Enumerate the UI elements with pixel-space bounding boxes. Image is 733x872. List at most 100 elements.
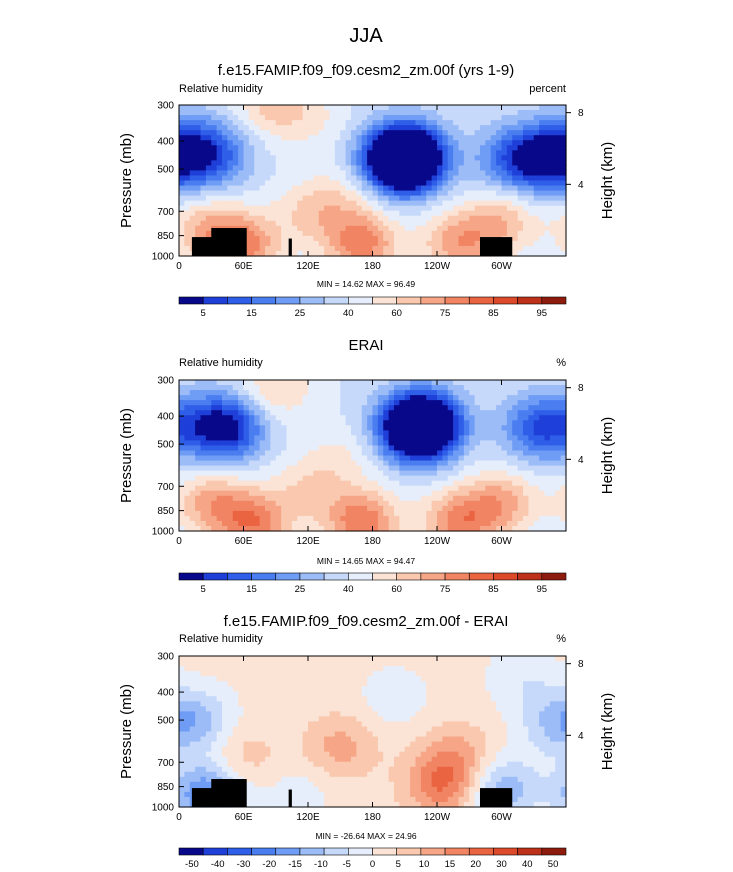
page-title: JJA (349, 25, 383, 47)
colorbar-label: 40 (343, 308, 354, 319)
colorbar-swatch (348, 572, 373, 581)
height-tick-label: 4 (578, 455, 584, 466)
unit-label: % (556, 357, 566, 369)
colorbar-label: 95 (537, 308, 548, 319)
colorbar-label: 10 (419, 859, 430, 870)
terrain-mask (288, 238, 292, 256)
terrain-mask (211, 228, 247, 256)
panel-title: ERAI (348, 337, 383, 354)
colorbar-swatch (493, 572, 518, 581)
height-tick-label: 4 (578, 180, 584, 191)
colorbar-swatch (299, 572, 325, 581)
colorbar-label: -50 (185, 859, 199, 870)
y-tick-label: 700 (157, 207, 174, 218)
y-tick-label: 300 (157, 376, 174, 387)
terrain-mask (288, 789, 292, 807)
y-tick-label: 300 (157, 652, 174, 663)
y-axis-title-right: Height (km) (599, 142, 616, 220)
colorbar-swatch (178, 572, 204, 581)
panel-1: 0 60E 120E 180 120W 60W 300 400 500 700 850 1000 4 8 f… (118, 62, 616, 319)
heatmap-field-1 (179, 105, 567, 257)
x-tick-label: 60E (235, 261, 253, 272)
x-tick-label: 120E (296, 536, 320, 547)
x-tick-label: 180 (364, 536, 381, 547)
x-tick-label: 120W (424, 261, 451, 272)
colorbar-swatch (323, 572, 349, 581)
y-tick-label: 500 (157, 165, 174, 176)
y-tick-label: 400 (157, 412, 174, 423)
colorbar-swatch (420, 847, 446, 856)
colorbar-swatch (202, 847, 228, 856)
colorbar-label: 40 (343, 584, 354, 595)
colorbar-swatch (517, 847, 543, 856)
y-tick-label: 700 (157, 758, 174, 769)
terrain-mask (480, 788, 513, 807)
colorbar-swatch (227, 572, 252, 581)
colorbar-label: -40 (211, 859, 225, 870)
x-tick-label: 0 (176, 812, 182, 823)
colorbar-label: 40 (522, 859, 533, 870)
colorbar-swatch (444, 572, 470, 581)
panel-title: f.e15.FAMIP.f09_f09.cesm2_zm.00f - ERAI (224, 613, 509, 630)
colorbar-swatch (323, 847, 349, 856)
y-axis-title: Pressure (mb) (118, 133, 135, 228)
variable-label: Relative humidity (179, 83, 263, 95)
colorbar-label: 75 (440, 308, 451, 319)
colorbar-label: 85 (488, 308, 499, 319)
y-tick-label: 1000 (152, 252, 175, 263)
colorbar-swatch (517, 572, 543, 581)
colorbar-swatch (420, 296, 446, 305)
panel-title: f.e15.FAMIP.f09_f09.cesm2_zm.00f (yrs 1-… (218, 62, 515, 79)
height-tick-label: 4 (578, 731, 584, 742)
colorbar-swatch (468, 847, 494, 856)
colorbar-swatch (468, 296, 494, 305)
colorbar-label: 5 (201, 584, 206, 595)
min-max-stats: MIN = 14.62 MAX = 96.49 (317, 279, 416, 289)
colorbar-swatch (251, 296, 277, 305)
colorbar-label: -15 (288, 859, 302, 870)
colorbar-label: 60 (391, 584, 402, 595)
colorbar-swatch (251, 847, 277, 856)
colorbar-swatch (178, 296, 204, 305)
colorbar-swatch (178, 847, 204, 856)
colorbar-swatch (396, 572, 422, 581)
x-tick-label: 60E (235, 812, 253, 823)
y-axis-title-right: Height (km) (599, 417, 616, 495)
colorbar-swatch (251, 572, 277, 581)
colorbar-swatch (227, 847, 252, 856)
colorbar-swatch (275, 296, 301, 305)
y-tick-label: 850 (157, 231, 174, 242)
variable-label: Relative humidity (179, 357, 263, 369)
y-tick-label: 500 (157, 440, 174, 451)
colorbar-label: 5 (396, 859, 401, 870)
colorbar-label: 85 (488, 584, 499, 595)
colorbar-swatch (202, 572, 228, 581)
terrain-mask (480, 237, 513, 256)
colorbar-swatch (372, 296, 397, 305)
colorbar-swatch (493, 296, 518, 305)
height-tick-label: 8 (578, 383, 584, 394)
colorbar-label: 25 (295, 308, 306, 319)
colorbar-swatch (348, 296, 373, 305)
colorbar-label: 20 (470, 859, 481, 870)
x-tick-label: 180 (364, 812, 381, 823)
colorbar-label: 95 (537, 584, 548, 595)
colorbar-label: 60 (391, 308, 402, 319)
y-tick-label: 850 (157, 782, 174, 793)
y-tick-label: 400 (157, 137, 174, 148)
x-tick-label: 60W (491, 261, 512, 272)
colorbar-label: 75 (440, 584, 451, 595)
colorbar-swatch (275, 847, 301, 856)
colorbar-label: 15 (246, 308, 257, 319)
x-tick-label: 0 (176, 261, 182, 272)
x-tick-label: 120E (296, 812, 320, 823)
x-tick-label: 120W (424, 812, 451, 823)
y-tick-label: 300 (157, 101, 174, 112)
y-axis-title-right: Height (km) (599, 693, 616, 771)
y-tick-label: 850 (157, 506, 174, 517)
colorbar-swatch (299, 847, 325, 856)
y-tick-label: 1000 (152, 527, 175, 538)
colorbar-label: 5 (201, 308, 206, 319)
x-tick-label: 0 (176, 536, 182, 547)
